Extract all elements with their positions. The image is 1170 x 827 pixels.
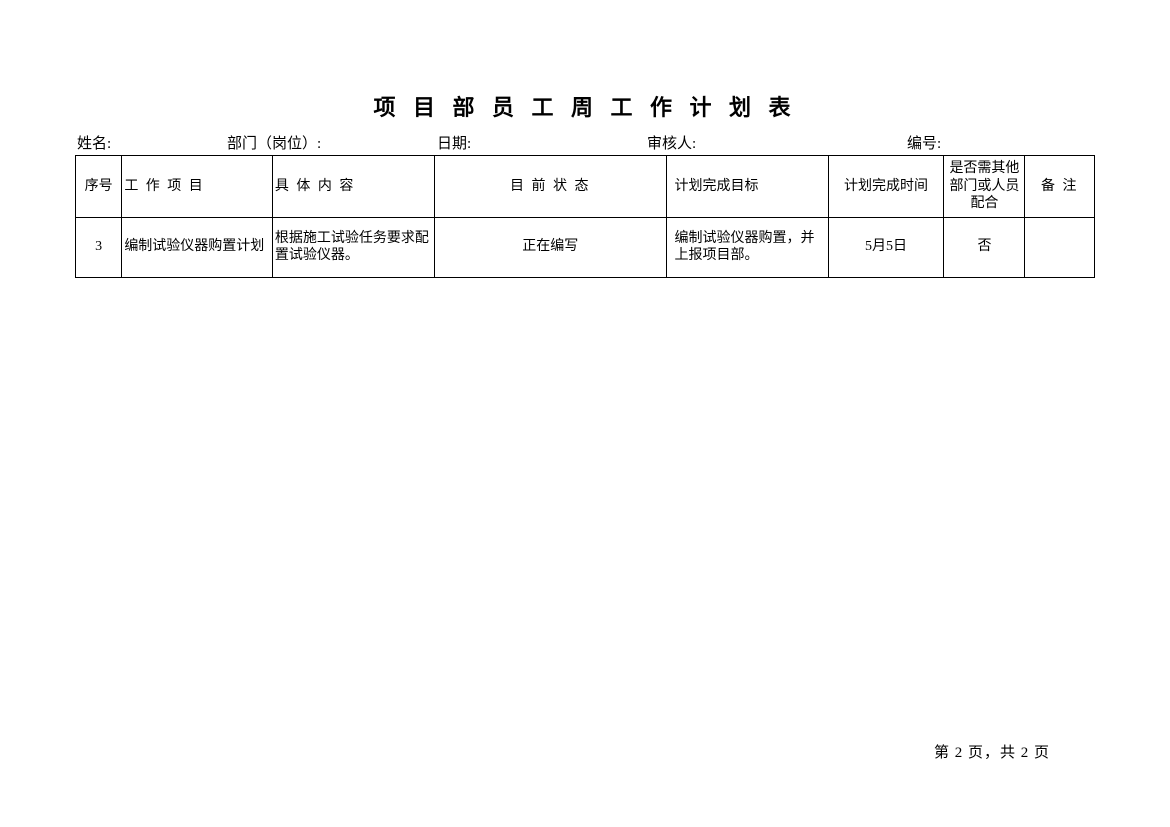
table-header-row: 序号 工 作 项 目 具 体 内 容 目 前 状 态 计划完成目标 计划完成时间… — [76, 156, 1095, 218]
plan-table: 序号 工 作 项 目 具 体 内 容 目 前 状 态 计划完成目标 计划完成时间… — [75, 155, 1095, 278]
cell-note — [1025, 217, 1095, 277]
col-goal: 计划完成目标 — [666, 156, 828, 218]
meta-number-label: 编号: — [907, 132, 1093, 153]
col-proj: 工 作 项 目 — [122, 156, 273, 218]
col-stat: 目 前 状 态 — [434, 156, 666, 218]
cell-goal: 编制试验仪器购置，并上报项目部。 — [666, 217, 828, 277]
col-coop: 是否需其他部门或人员配合 — [944, 156, 1025, 218]
meta-name-label: 姓名: — [77, 132, 227, 153]
meta-row: 姓名: 部门（岗位）: 日期: 审核人: 编号: — [75, 132, 1095, 153]
col-note: 备 注 — [1025, 156, 1095, 218]
cell-seq: 3 — [76, 217, 122, 277]
cell-coop: 否 — [944, 217, 1025, 277]
cell-time: 5月5日 — [828, 217, 944, 277]
cell-proj: 编制试验仪器购置计划 — [122, 217, 273, 277]
col-seq: 序号 — [76, 156, 122, 218]
cell-stat: 正在编写 — [434, 217, 666, 277]
col-cont: 具 体 内 容 — [272, 156, 434, 218]
meta-reviewer-label: 审核人: — [647, 132, 907, 153]
page-title: 项 目 部 员 工 周 工 作 计 划 表 — [75, 90, 1095, 122]
col-time: 计划完成时间 — [828, 156, 944, 218]
page-footer: 第 2 页，共 2 页 — [934, 741, 1050, 762]
cell-cont: 根据施工试验任务要求配置试验仪器。 — [272, 217, 434, 277]
meta-date-label: 日期: — [437, 132, 647, 153]
table-row: 3 编制试验仪器购置计划 根据施工试验任务要求配置试验仪器。 正在编写 编制试验… — [76, 217, 1095, 277]
meta-dept-label: 部门（岗位）: — [227, 132, 437, 153]
